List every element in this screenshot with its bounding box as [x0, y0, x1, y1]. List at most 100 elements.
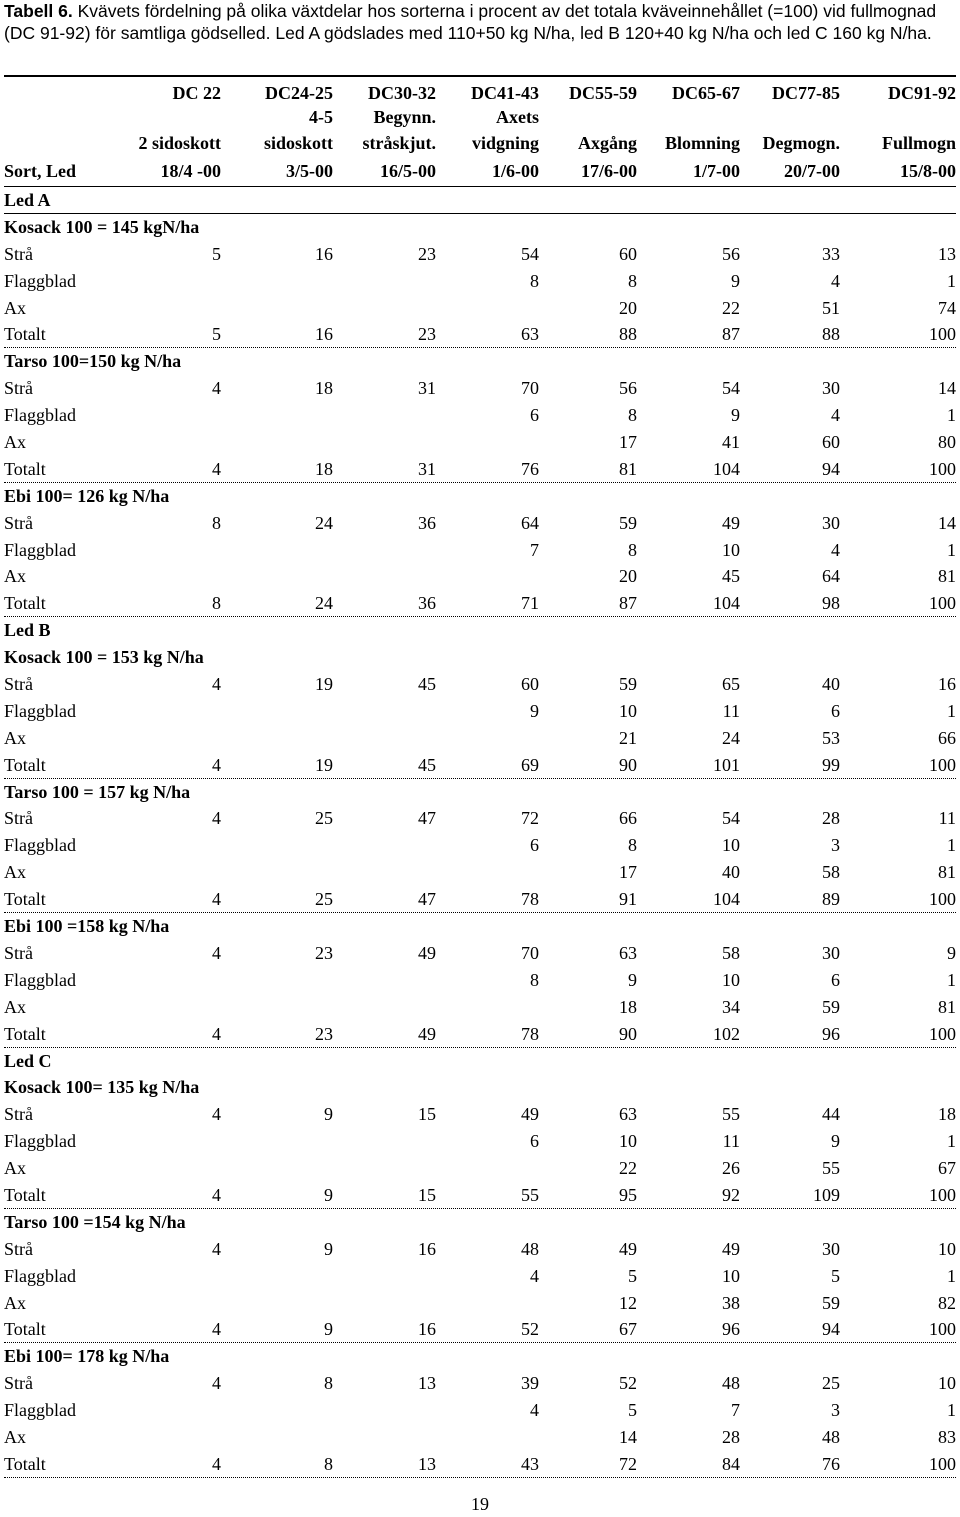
value-cell: 25	[315, 808, 333, 829]
value-cell: 63	[619, 1104, 637, 1125]
value-cell: 100	[929, 458, 956, 479]
value-cell: 59	[822, 1292, 840, 1313]
value-cell: 10	[722, 539, 740, 560]
row-label: Flaggblad	[4, 1131, 76, 1152]
value-cell: 100	[929, 1023, 956, 1044]
column-header-line2: Blomning	[664, 133, 740, 153]
row-label: Strå	[4, 512, 33, 533]
table-row: Strå 4 19 45 60 59 65 40 16	[4, 671, 956, 698]
value-cell: 18	[619, 996, 637, 1017]
value-cell: 10	[722, 835, 740, 856]
column-header-code: DC30-32	[368, 83, 436, 103]
value-cell: 41	[722, 432, 740, 453]
value-cell: 14	[938, 378, 956, 399]
value-cell: 104	[713, 889, 740, 910]
value-cell: 47	[418, 808, 436, 829]
value-cell: 96	[822, 1023, 840, 1044]
table-caption: Tabell 6. Kvävets fördelning på olika vä…	[4, 0, 956, 44]
column-header: DC24-25 4-5 sidoskott	[0, 81, 333, 161]
column-header: DC65-67 Blomning	[0, 81, 740, 161]
row-label: Totalt	[4, 458, 46, 479]
value-cell: 18	[315, 378, 333, 399]
value-cell: 8	[628, 539, 637, 560]
value-cell: 76	[521, 458, 539, 479]
row-label: Ax	[4, 566, 26, 587]
value-cell: 104	[713, 458, 740, 479]
column-header: DC 22 2 sidoskott	[0, 81, 221, 161]
value-cell: 24	[722, 727, 740, 748]
value-cell: 51	[822, 297, 840, 318]
variety-heading-row: Tarso 100 = 157 kg N/ha	[4, 779, 956, 806]
value-cell: 14	[938, 512, 956, 533]
value-cell: 36	[418, 593, 436, 614]
date-cell: 16/5-00	[380, 161, 436, 181]
value-cell: 100	[929, 1319, 956, 1340]
row-label: Flaggblad	[4, 405, 76, 426]
total-row: Totalt 4 25 47 78 91 104 89 100	[4, 886, 956, 914]
column-header-line1: Begynn.	[373, 107, 436, 127]
row-label: Totalt	[4, 1023, 46, 1044]
value-cell: 31	[418, 378, 436, 399]
value-cell: 56	[722, 243, 740, 264]
value-cell: 54	[722, 378, 740, 399]
value-cell: 9	[628, 969, 637, 990]
row-label: Totalt	[4, 593, 46, 614]
value-cell: 33	[822, 243, 840, 264]
table-row: Strå 4 8 13 39 52 48 25 10	[4, 1370, 956, 1397]
column-header-code: DC55-59	[569, 83, 637, 103]
header-rule	[4, 186, 956, 187]
value-cell: 4	[212, 942, 221, 963]
value-cell: 45	[418, 754, 436, 775]
value-cell: 60	[822, 432, 840, 453]
value-cell: 34	[722, 996, 740, 1017]
value-cell: 20	[619, 297, 637, 318]
value-cell: 5	[212, 243, 221, 264]
total-row: Totalt 4 8 13 43 72 84 76 100	[4, 1451, 956, 1478]
value-cell: 9	[947, 942, 956, 963]
value-cell: 1	[947, 539, 956, 560]
value-cell: 4	[212, 1319, 221, 1340]
row-label: Ax	[4, 297, 26, 318]
row-label: Strå	[4, 378, 33, 399]
row-label: Flaggblad	[4, 270, 76, 291]
table-row: Strå 5 16 23 54 60 56 33 13	[4, 241, 956, 268]
value-cell: 70	[521, 942, 539, 963]
value-cell: 52	[619, 1373, 637, 1394]
value-cell: 100	[929, 593, 956, 614]
value-cell: 95	[619, 1184, 637, 1205]
table-body: Led A Kosack 100 = 145 kgN/ha Strå 5 16 23 54 6…	[4, 187, 956, 1478]
value-cell: 52	[521, 1319, 539, 1340]
value-cell: 17	[619, 862, 637, 883]
value-cell: 16	[418, 1319, 436, 1340]
value-cell: 76	[822, 1453, 840, 1474]
value-cell: 59	[619, 512, 637, 533]
table-row: Flaggblad 6 8 9 4 1	[4, 402, 956, 429]
variety-heading-row: Ebi 100 =158 kg N/ha	[4, 913, 956, 940]
value-cell: 102	[713, 1023, 740, 1044]
variety-heading: Tarso 100 =154 kg N/ha	[4, 1211, 186, 1232]
table-row: Strå 4 23 49 70 63 58 30 9	[4, 940, 956, 967]
value-cell: 59	[822, 996, 840, 1017]
led-heading: Led C	[4, 1050, 52, 1071]
value-cell: 9	[324, 1104, 333, 1125]
total-row: Totalt 4 9 16 52 67 96 94 100	[4, 1316, 956, 1344]
table-row: Strå 4 25 47 72 66 54 28 11	[4, 805, 956, 832]
column-header-line2: 2 sidoskott	[138, 133, 221, 153]
value-cell: 8	[324, 1373, 333, 1394]
variety-heading: Ebi 100= 178 kg N/ha	[4, 1346, 170, 1367]
column-header-line2: stråskjut.	[362, 133, 436, 153]
total-row: Totalt 4 23 49 78 90 102 96 100	[4, 1021, 956, 1048]
table-row: Flaggblad 4 5 7 3 1	[4, 1397, 956, 1424]
variety-heading-row: Tarso 100=150 kg N/ha	[4, 348, 956, 375]
value-cell: 90	[619, 1023, 637, 1044]
row-label: Strå	[4, 674, 33, 695]
table-row: Flaggblad 9 10 11 6 1	[4, 698, 956, 725]
column-header: DC55-59 Axgång	[0, 81, 637, 161]
value-cell: 10	[938, 1373, 956, 1394]
led-heading: Led B	[4, 620, 51, 641]
date-row: Sort, Led 18/4 -00 3/5-00 16/5-00 1/6-00 17/…	[4, 161, 956, 187]
value-cell: 26	[722, 1158, 740, 1179]
value-cell: 1	[947, 1265, 956, 1286]
column-header: DC91-92 Fullmogn	[0, 81, 956, 161]
value-cell: 48	[521, 1238, 539, 1259]
